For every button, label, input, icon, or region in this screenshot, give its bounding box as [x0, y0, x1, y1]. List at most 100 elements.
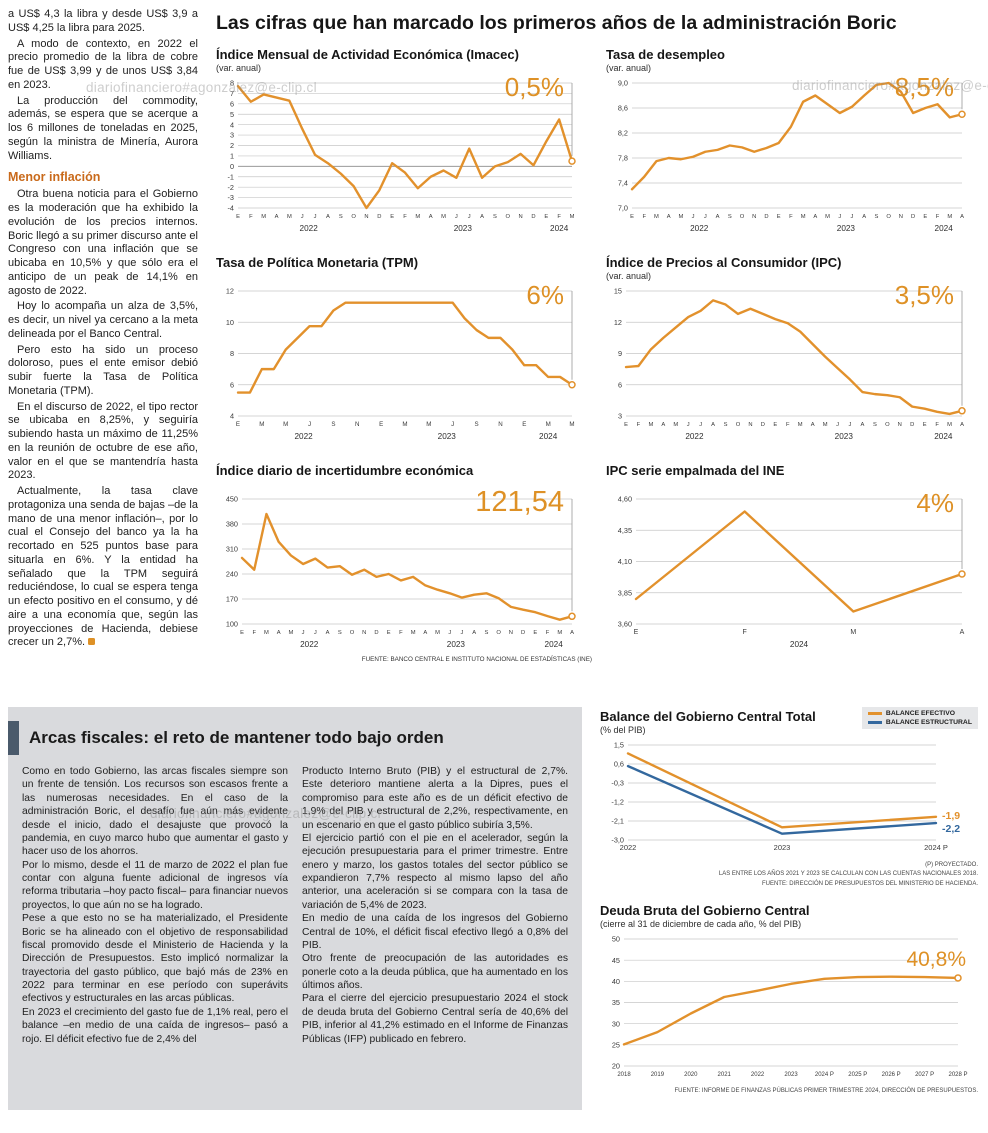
svg-text:2023: 2023	[774, 843, 791, 852]
svg-text:J: J	[838, 214, 841, 220]
svg-text:J: J	[851, 214, 854, 220]
article-paragraph: Pero esto ha sido un proceso doloroso, p…	[8, 344, 198, 399]
svg-text:A: A	[813, 214, 817, 220]
svg-text:M: M	[546, 421, 551, 428]
svg-text:2024: 2024	[539, 432, 558, 441]
footnote: LAS ENTRE LOS AÑOS 2021 Y 2023 SE CALCUL…	[718, 871, 978, 878]
svg-text:O: O	[351, 214, 356, 220]
svg-text:E: E	[634, 629, 639, 636]
svg-text:M: M	[264, 630, 269, 636]
svg-text:2023: 2023	[454, 224, 473, 233]
svg-text:N: N	[899, 214, 903, 220]
svg-text:D: D	[761, 422, 765, 428]
incertidumbre-line-chart: 450 380 310 240 170 100 E F M A M J J A S O N D E F M A M J J A S O…	[216, 492, 592, 655]
svg-text:A: A	[862, 214, 866, 220]
svg-text:O: O	[506, 214, 511, 220]
article-left-column: a US$ 4,3 la libra y desde US$ 3,9 a US$…	[8, 8, 210, 663]
svg-text:E: E	[777, 214, 781, 220]
balance-footnotes: (P) PROYECTADO. LAS ENTRE LOS AÑOS 2021 …	[600, 861, 978, 889]
top-section: a US$ 4,3 la libra y desde US$ 3,9 a US$…	[8, 8, 982, 663]
article-paragraph: Hoy lo acompaña un alza de 3,5%, es deci…	[8, 300, 198, 341]
svg-text:N: N	[364, 214, 368, 220]
svg-text:O: O	[740, 214, 745, 220]
svg-text:D: D	[521, 630, 525, 636]
svg-text:N: N	[355, 421, 359, 428]
article-paragraph: En 2023 el crecimiento del gasto fue de …	[22, 1006, 288, 1045]
svg-text:N: N	[519, 214, 523, 220]
article-paragraph: El ejercicio partió con el pie en el ace…	[302, 832, 568, 911]
svg-text:M: M	[850, 629, 856, 636]
svg-text:0: 0	[230, 162, 234, 171]
paragraph-text: Pero esto ha sido un proceso doloroso, p…	[8, 343, 198, 397]
svg-text:F: F	[935, 422, 939, 428]
chart-subtitle: (var. anual)	[216, 63, 262, 73]
svg-text:-1,9: -1,9	[942, 810, 960, 822]
svg-text:-4: -4	[228, 204, 235, 213]
svg-text:A: A	[711, 422, 715, 428]
paragraph-text: Actualmente, la tasa clave protagoniza u…	[8, 485, 198, 649]
svg-text:F: F	[936, 214, 940, 220]
svg-text:2020: 2020	[684, 1072, 698, 1078]
article-paragraph: En medio de una caída de los ingresos de…	[302, 913, 568, 951]
svg-text:35: 35	[612, 998, 620, 1007]
svg-text:M: M	[288, 630, 293, 636]
svg-text:A: A	[667, 214, 671, 220]
article-paragraph: La producción del commodity, además, se …	[8, 95, 198, 164]
svg-text:1,5: 1,5	[614, 741, 624, 750]
svg-text:S: S	[475, 421, 479, 428]
svg-text:D: D	[910, 422, 914, 428]
svg-text:J: J	[687, 422, 690, 428]
svg-text:F: F	[789, 214, 793, 220]
footnote: (P) PROYECTADO.	[925, 862, 978, 868]
fiscal-column-2: Producto Interno Bruto (PIB) y el estruc…	[302, 765, 568, 1046]
svg-text:E: E	[923, 422, 927, 428]
svg-text:2024 P: 2024 P	[924, 843, 948, 852]
svg-text:100: 100	[226, 620, 238, 629]
svg-text:J: J	[314, 214, 317, 220]
svg-text:A: A	[960, 422, 964, 428]
svg-text:2027 P: 2027 P	[915, 1072, 934, 1078]
article-paragraph: Por lo mismo, desde el 11 de marzo de 20…	[22, 859, 288, 911]
page-title: Las cifras que han marcado los primeros …	[216, 12, 897, 34]
svg-text:F: F	[403, 214, 407, 220]
chart-incertidumbre: Índice diario de incertidumbre económica…	[216, 463, 592, 663]
legend-label: BALANCE ESTRUCTURAL	[885, 719, 972, 726]
svg-text:E: E	[533, 630, 537, 636]
svg-text:A: A	[423, 630, 427, 636]
svg-text:2023: 2023	[447, 640, 466, 649]
paragraph-text: Hoy lo acompaña un alza de 3,5%, es deci…	[8, 300, 198, 340]
fiscal-box-columns: Como en todo Gobierno, las arcas fiscale…	[22, 765, 568, 1046]
svg-text:F: F	[546, 630, 550, 636]
chart-title: Tasa de Política Monetaria (TPM)	[216, 255, 419, 270]
svg-text:E: E	[236, 421, 240, 428]
svg-text:45: 45	[612, 956, 620, 965]
svg-text:8,6: 8,6	[618, 104, 628, 113]
svg-text:M: M	[798, 422, 803, 428]
svg-text:M: M	[654, 214, 659, 220]
article-paragraph: Otra buena noticia para el Gobierno es l…	[8, 188, 198, 298]
svg-text:2022: 2022	[294, 432, 313, 441]
svg-text:S: S	[339, 214, 343, 220]
svg-text:-2,1: -2,1	[611, 817, 624, 826]
svg-text:J: J	[704, 214, 707, 220]
deuda-highlight-value: 40,8%	[906, 947, 966, 971]
svg-text:E: E	[236, 214, 240, 220]
chart-title: Tasa de desempleo	[606, 47, 725, 62]
svg-text:O: O	[496, 630, 501, 636]
svg-text:-3,0: -3,0	[611, 836, 624, 845]
svg-text:30: 30	[612, 1019, 620, 1028]
svg-text:M: M	[825, 214, 830, 220]
ipc-empalmada-line-chart: 4,60 4,35 4,10 3,85 3,60 E F M A 2024	[606, 492, 982, 655]
svg-text:-3: -3	[228, 193, 235, 202]
incertidumbre-highlight-value: 121,54	[475, 486, 564, 518]
svg-text:E: E	[923, 214, 927, 220]
svg-text:3,85: 3,85	[618, 588, 632, 597]
svg-text:O: O	[736, 422, 741, 428]
svg-text:E: E	[624, 422, 628, 428]
svg-text:O: O	[350, 630, 355, 636]
svg-text:J: J	[836, 422, 839, 428]
svg-text:S: S	[338, 630, 342, 636]
svg-text:2024: 2024	[550, 224, 569, 233]
svg-text:M: M	[402, 421, 407, 428]
